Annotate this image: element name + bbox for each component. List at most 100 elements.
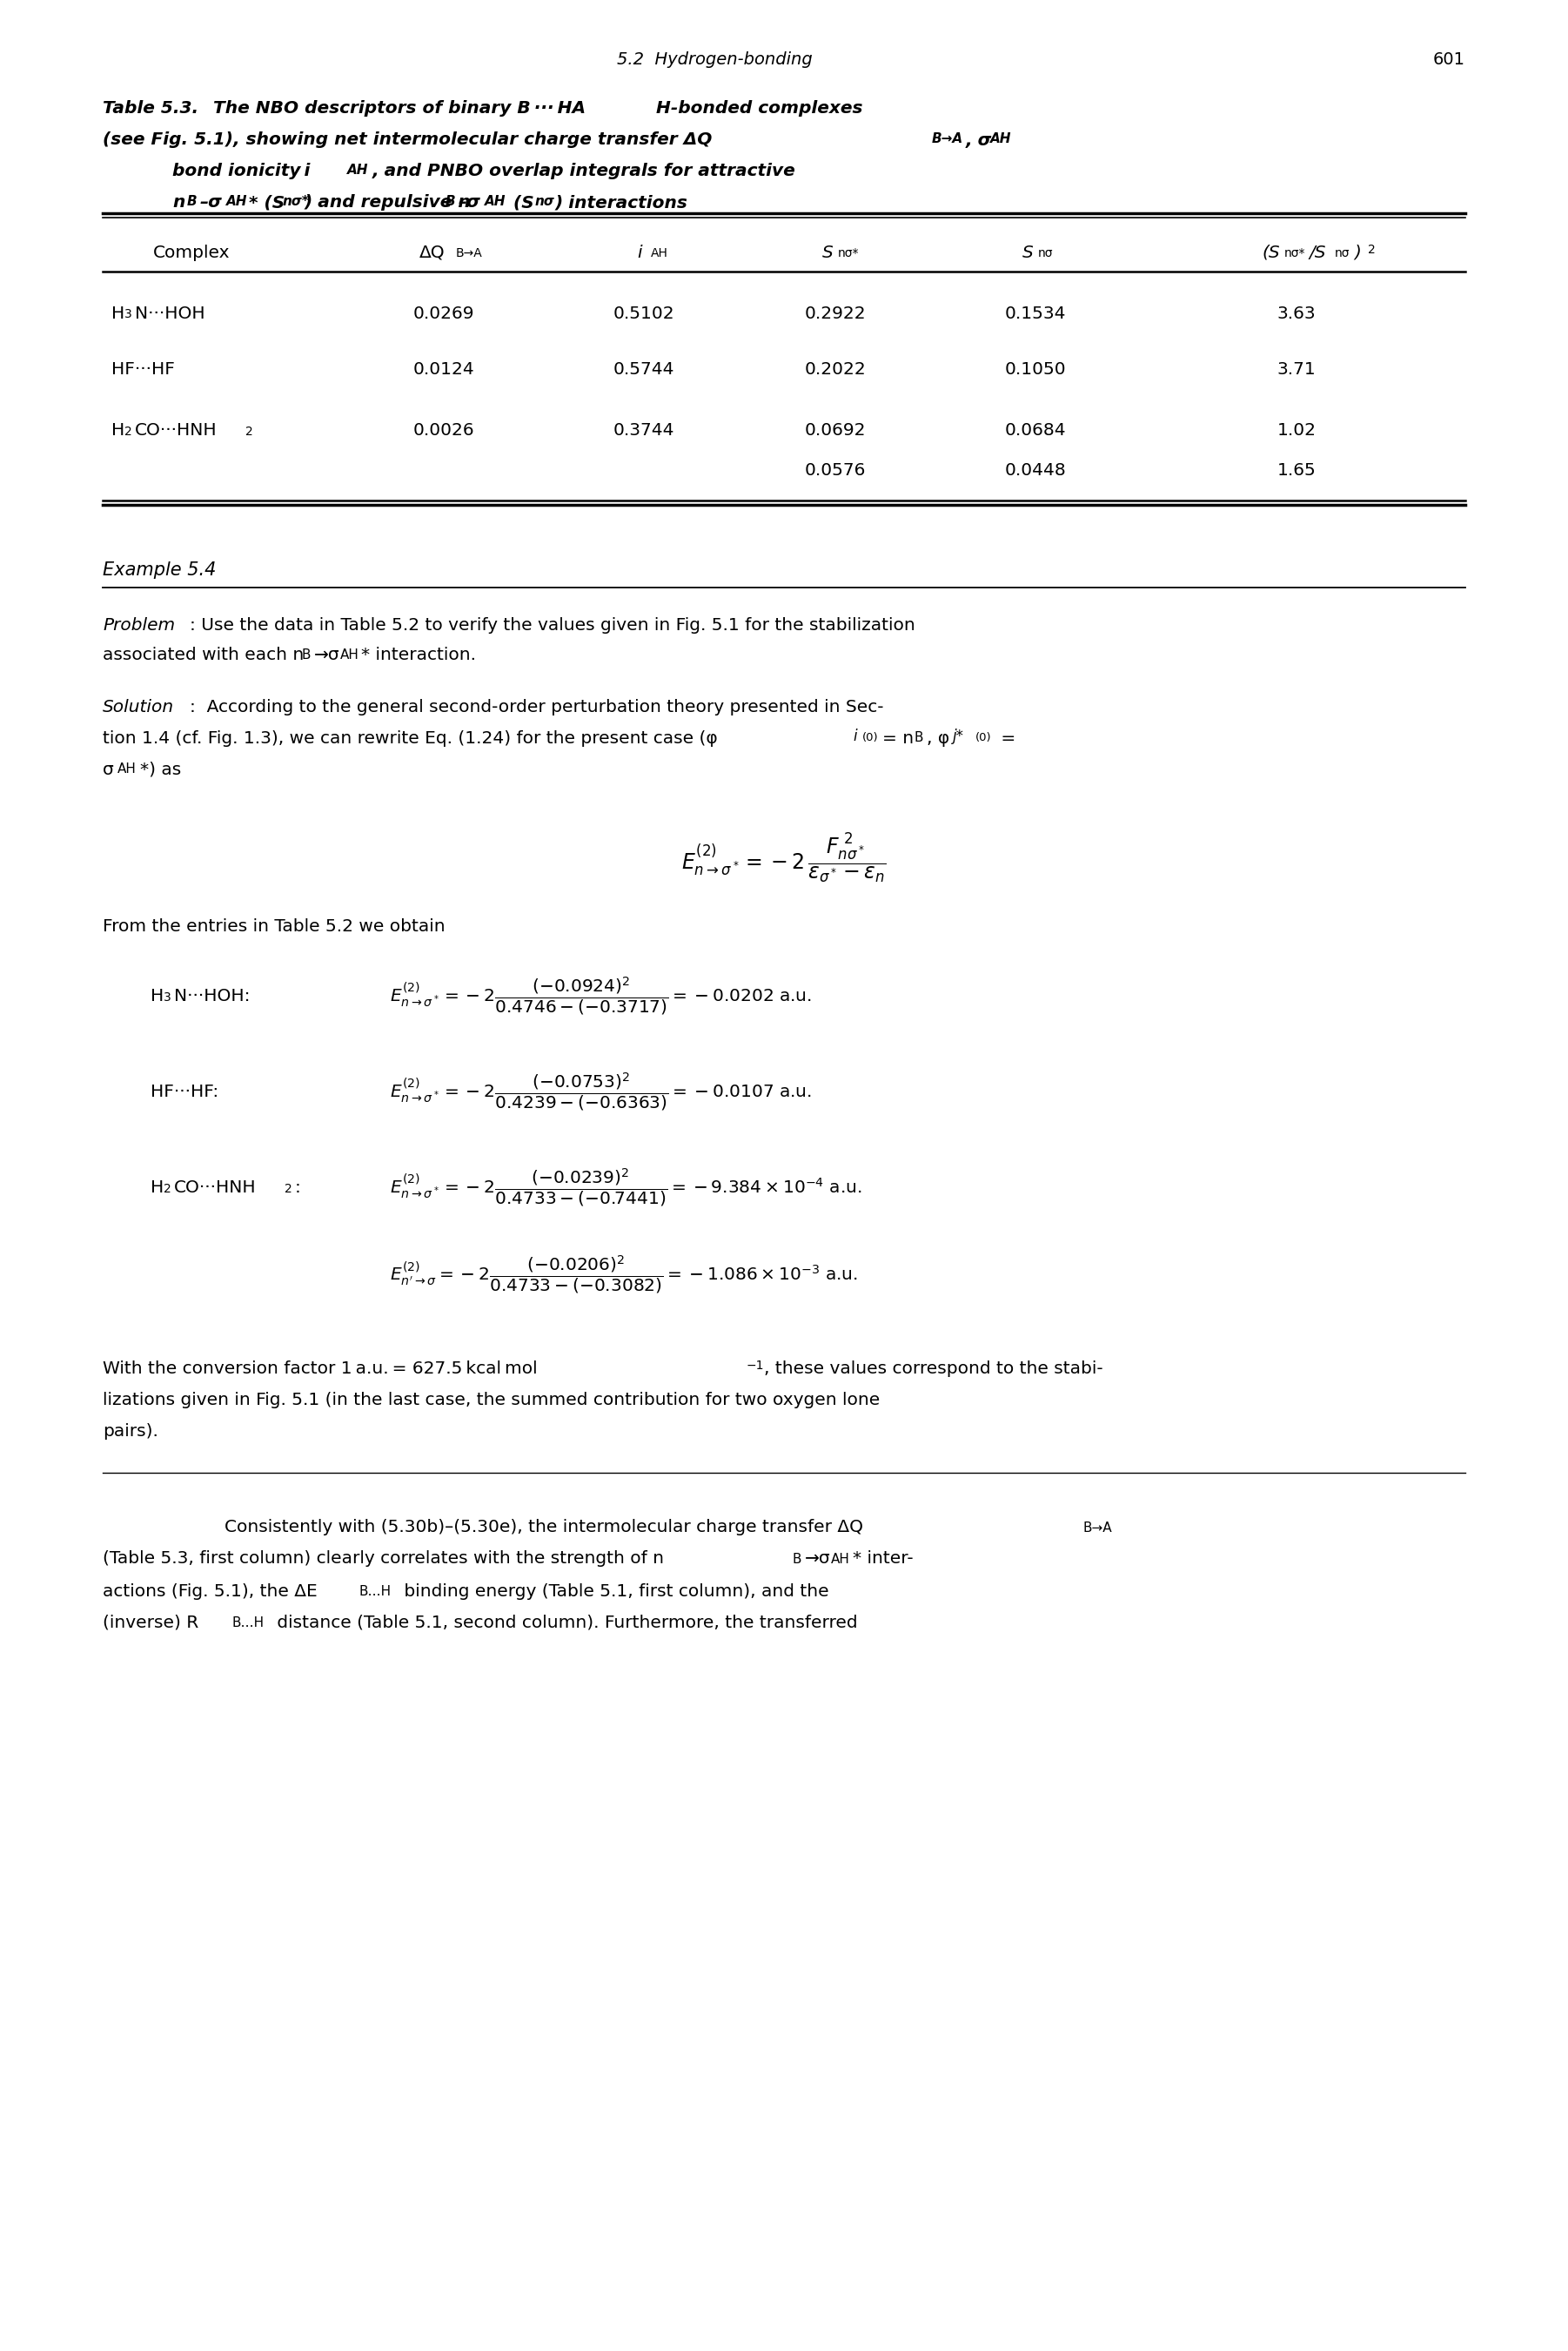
Text: 0.0692: 0.0692 <box>804 423 866 440</box>
Text: H: H <box>151 987 163 1004</box>
Text: 0.2922: 0.2922 <box>804 306 866 322</box>
Text: (0): (0) <box>862 731 878 743</box>
Text: (S: (S <box>508 195 535 212</box>
Text: B: B <box>914 731 924 745</box>
Text: nσ*: nσ* <box>837 247 859 259</box>
Text: The NBO descriptors of binary B ··· HA: The NBO descriptors of binary B ··· HA <box>207 101 591 118</box>
Text: , φ: , φ <box>927 729 950 745</box>
Text: 5.2  Hydrogen-bonding: 5.2 Hydrogen-bonding <box>616 52 812 68</box>
Text: AH: AH <box>226 195 248 207</box>
Text: $E_{n'\to\sigma}^{(2)} = -2\dfrac{(-0.0206)^2}{0.4733-(-0.3082)} = -1.086\times : $E_{n'\to\sigma}^{(2)} = -2\dfrac{(-0.02… <box>390 1253 858 1295</box>
Text: 0.0684: 0.0684 <box>1005 423 1066 440</box>
Text: 2: 2 <box>163 1183 171 1194</box>
Text: 3: 3 <box>163 992 171 1004</box>
Text: Solution: Solution <box>102 698 174 715</box>
Text: 0.0026: 0.0026 <box>412 423 475 440</box>
Text: S: S <box>1022 245 1033 261</box>
Text: $E_{n\to\sigma^*}^{(2)} = -2\dfrac{(-0.0753)^2}{0.4239-(-0.6363)} = -0.0107$ a.u: $E_{n\to\sigma^*}^{(2)} = -2\dfrac{(-0.0… <box>390 1072 812 1114</box>
Text: AH: AH <box>651 247 668 259</box>
Text: Complex: Complex <box>154 245 230 261</box>
Text: −1: −1 <box>746 1359 765 1371</box>
Text: CO···HNH: CO···HNH <box>174 1180 256 1197</box>
Text: B: B <box>301 649 310 661</box>
Text: 0.0576: 0.0576 <box>804 461 866 477</box>
Text: 2: 2 <box>245 426 252 437</box>
Text: H: H <box>111 306 124 322</box>
Text: (S: (S <box>1262 245 1279 261</box>
Text: σ: σ <box>102 762 114 778</box>
Text: pairs).: pairs). <box>102 1422 158 1439</box>
Text: * (S: * (S <box>249 195 285 212</box>
Text: 0.5744: 0.5744 <box>613 362 674 379</box>
Text: 2: 2 <box>124 426 132 437</box>
Text: = n: = n <box>883 729 914 745</box>
Text: : Use the data in Table 5.2 to verify the values given in Fig. 5.1 for the stabi: : Use the data in Table 5.2 to verify th… <box>190 616 916 632</box>
Text: →σ: →σ <box>314 647 340 663</box>
Text: B→A: B→A <box>931 132 963 146</box>
Text: B: B <box>445 195 456 207</box>
Text: AH: AH <box>347 165 368 176</box>
Text: B→A: B→A <box>456 247 483 259</box>
Text: N···HOH:: N···HOH: <box>174 987 251 1004</box>
Text: CO···HNH: CO···HNH <box>135 423 218 440</box>
Text: H: H <box>151 1180 163 1197</box>
Text: (see Fig. 5.1), showing net intermolecular charge transfer ΔQ: (see Fig. 5.1), showing net intermolecul… <box>102 132 712 148</box>
Text: 0.5102: 0.5102 <box>613 306 674 322</box>
Text: (0): (0) <box>975 731 991 743</box>
Text: H: H <box>111 423 124 440</box>
Text: 0.1534: 0.1534 <box>1005 306 1066 322</box>
Text: $E_{n\to\sigma^*}^{(2)} = -2\dfrac{(-0.0239)^2}{0.4733-(-0.7441)} = -9.384\times: $E_{n\to\sigma^*}^{(2)} = -2\dfrac{(-0.0… <box>390 1166 862 1208</box>
Text: 1.65: 1.65 <box>1276 461 1316 477</box>
Text: B: B <box>792 1552 801 1566</box>
Text: binding energy (Table 5.1, first column), and the: binding energy (Table 5.1, first column)… <box>398 1582 829 1599</box>
Text: AH: AH <box>831 1552 850 1566</box>
Text: B: B <box>187 195 198 207</box>
Text: 3.63: 3.63 <box>1276 306 1316 322</box>
Text: , and PNBO overlap integrals for attractive: , and PNBO overlap integrals for attract… <box>373 162 797 179</box>
Text: =: = <box>996 729 1016 745</box>
Text: 3: 3 <box>124 308 132 320</box>
Text: nσ: nσ <box>535 195 555 207</box>
Text: (Table 5.3, first column) clearly correlates with the strength of n: (Table 5.3, first column) clearly correl… <box>102 1552 663 1568</box>
Text: i: i <box>637 245 641 261</box>
Text: AH: AH <box>118 762 136 776</box>
Text: :  According to the general second-order perturbation theory presented in Sec-: : According to the general second-order … <box>190 698 884 715</box>
Text: *) as: *) as <box>140 762 182 778</box>
Text: :: : <box>295 1180 301 1197</box>
Text: associated with each n: associated with each n <box>102 647 304 663</box>
Text: 0.1050: 0.1050 <box>1005 362 1066 379</box>
Text: B…H: B…H <box>359 1585 390 1599</box>
Text: →σ: →σ <box>804 1552 831 1568</box>
Text: n: n <box>172 195 185 212</box>
Text: ) and repulsive n: ) and repulsive n <box>304 195 472 212</box>
Text: 2: 2 <box>1367 245 1375 256</box>
Text: N···HOH: N···HOH <box>135 306 205 322</box>
Text: /S: /S <box>1309 245 1325 261</box>
Text: –σ: –σ <box>458 195 481 212</box>
Text: 0.3744: 0.3744 <box>613 423 674 440</box>
Text: 601: 601 <box>1433 52 1466 68</box>
Text: * inter-: * inter- <box>853 1552 913 1568</box>
Text: Table 5.3.: Table 5.3. <box>102 101 199 118</box>
Text: With the conversion factor 1 a.u. = 627.5 kcal mol: With the conversion factor 1 a.u. = 627.… <box>102 1359 538 1378</box>
Text: AH: AH <box>991 132 1011 146</box>
Text: 0.0269: 0.0269 <box>412 306 475 322</box>
Text: AH: AH <box>485 195 506 207</box>
Text: , these values correspond to the stabi-: , these values correspond to the stabi- <box>764 1359 1102 1378</box>
Text: ) interactions: ) interactions <box>555 195 688 212</box>
Text: ): ) <box>1353 245 1361 261</box>
Text: $E_{n\to\sigma^*}^{(2)} = -2\,\dfrac{F_{n\sigma^*}^{\;2}}{\epsilon_{\sigma^*} - : $E_{n\to\sigma^*}^{(2)} = -2\,\dfrac{F_{… <box>682 830 886 884</box>
Text: HF···HF: HF···HF <box>111 362 174 379</box>
Text: 2: 2 <box>284 1183 292 1194</box>
Text: –σ: –σ <box>201 195 223 212</box>
Text: 0.0124: 0.0124 <box>412 362 475 379</box>
Text: 0.2022: 0.2022 <box>804 362 866 379</box>
Text: H-bonded complexes: H-bonded complexes <box>655 101 862 118</box>
Text: * interaction.: * interaction. <box>361 647 477 663</box>
Text: nσ: nσ <box>1038 247 1054 259</box>
Text: actions (Fig. 5.1), the ΔE: actions (Fig. 5.1), the ΔE <box>102 1582 317 1599</box>
Text: HF···HF:: HF···HF: <box>151 1084 218 1100</box>
Text: AH: AH <box>340 649 359 661</box>
Text: (inverse) R: (inverse) R <box>102 1615 199 1632</box>
Text: nσ: nσ <box>1334 247 1350 259</box>
